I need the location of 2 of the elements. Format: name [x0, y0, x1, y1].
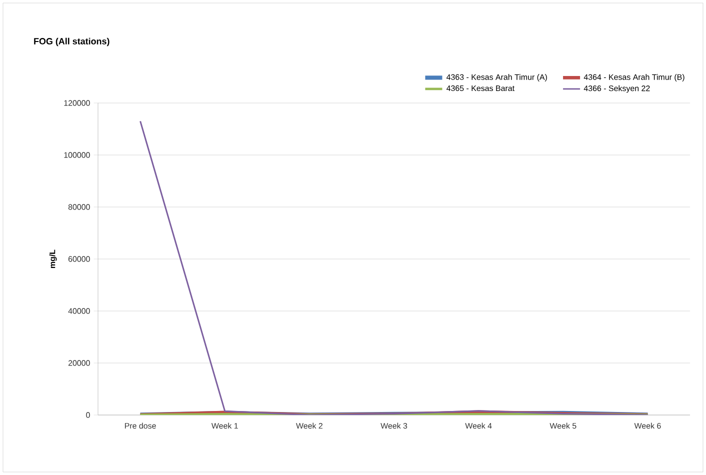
line-series	[140, 120, 648, 415]
chart-title: FOG (All stations)	[34, 38, 110, 46]
